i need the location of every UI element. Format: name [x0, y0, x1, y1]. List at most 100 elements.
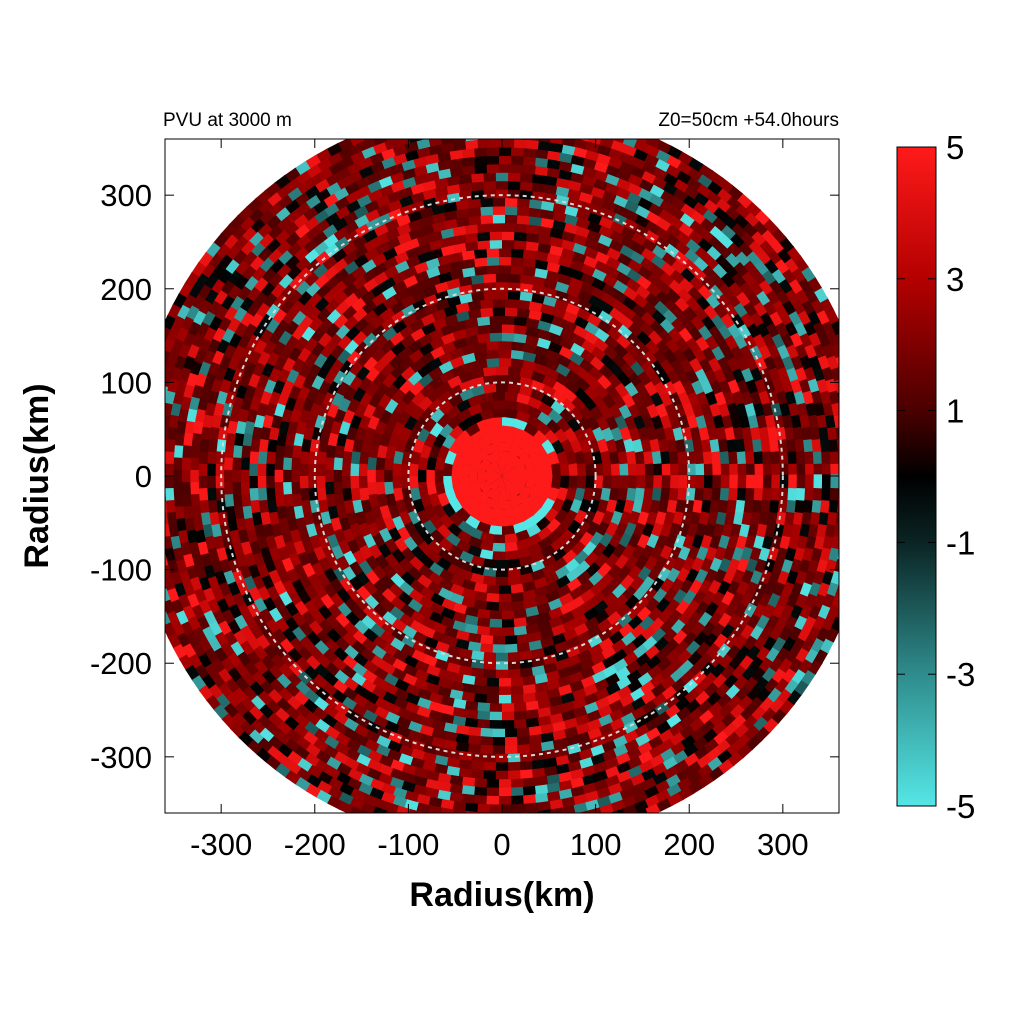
- pv-cell: [548, 235, 564, 248]
- pv-cell: [539, 217, 555, 229]
- pv-cell: [610, 475, 621, 489]
- pv-cell: [401, 265, 418, 280]
- pv-cell: [343, 499, 355, 515]
- pv-cell: [552, 556, 569, 572]
- pv-cell: [594, 552, 610, 569]
- pv-cell: [767, 425, 778, 441]
- pv-cell: [448, 260, 464, 272]
- pv-cell: [470, 282, 485, 294]
- pv-cell: [215, 488, 226, 503]
- pv-cell: [337, 539, 352, 556]
- pv-cell: [534, 673, 550, 685]
- pv-cell: [447, 554, 463, 569]
- pv-cell: [457, 370, 473, 384]
- pv-cell: [333, 457, 343, 471]
- pv-cell: [582, 395, 598, 411]
- pv-cell: [546, 518, 562, 534]
- pv-cell: [436, 524, 452, 540]
- pv-cell: [498, 491, 513, 502]
- pv-cell: [630, 391, 646, 408]
- pv-cell: [326, 380, 341, 397]
- pv-cell: [690, 379, 705, 395]
- pv-cell: [510, 349, 524, 360]
- pv-cell: [437, 351, 453, 365]
- pv-cell: [619, 475, 629, 489]
- pv-cell: [821, 486, 831, 501]
- pv-cell: [552, 737, 568, 750]
- pv-cell: [687, 544, 701, 561]
- pv-cell: [307, 573, 322, 590]
- pv-cell: [233, 432, 245, 448]
- pv-cell: [643, 380, 659, 397]
- pv-cell: [358, 487, 370, 502]
- pv-cell: [552, 720, 568, 733]
- pv-cell: [736, 378, 750, 394]
- pv-cell: [504, 408, 518, 419]
- pv-cell: [501, 416, 516, 427]
- x-tick-label: 200: [663, 827, 715, 862]
- pv-cell: [449, 680, 465, 692]
- pv-cell: [641, 544, 655, 560]
- pv-cell: [329, 592, 345, 609]
- pv-cell: [436, 262, 452, 275]
- pv-cell: [346, 539, 361, 555]
- pv-cell: [466, 215, 482, 226]
- pv-cell: [300, 499, 312, 515]
- pv-cell: [608, 220, 625, 234]
- pv-cell: [619, 462, 629, 476]
- pv-cell: [562, 387, 578, 403]
- pv-cell: [257, 463, 267, 478]
- pv-cell: [330, 545, 345, 561]
- pv-cell: [299, 463, 309, 477]
- pv-cell: [523, 515, 540, 530]
- pv-cell: [463, 325, 479, 338]
- pv-cell: [448, 346, 465, 360]
- pv-cell: [225, 506, 236, 521]
- pv-cell: [375, 469, 385, 483]
- pv-cell: [611, 352, 627, 369]
- pv-cell: [341, 487, 353, 502]
- pv-cell: [750, 510, 762, 526]
- pv-cell: [307, 463, 317, 477]
- pv-cell: [446, 662, 462, 675]
- pv-cell: [518, 450, 534, 466]
- pv-cell: [653, 475, 663, 489]
- pv-cell: [412, 640, 428, 654]
- pv-cell: [627, 678, 644, 694]
- pv-cell: [474, 693, 489, 704]
- y-tick-label: 100: [100, 365, 152, 400]
- pv-cell: [392, 487, 404, 502]
- pv-cell: [583, 426, 597, 442]
- pv-cell: [504, 298, 518, 309]
- pv-cell: [326, 403, 340, 419]
- pv-cell: [265, 463, 275, 478]
- pv-cell: [633, 643, 650, 659]
- pv-cell: [498, 349, 512, 359]
- pv-cell: [238, 564, 252, 581]
- pv-cell: [524, 240, 539, 252]
- pv-cell: [372, 223, 389, 238]
- pv-cell: [522, 342, 537, 354]
- pv-cell: [531, 647, 546, 660]
- pv-cell: [470, 291, 485, 302]
- pv-cell: [705, 545, 719, 562]
- pv-cell: [290, 357, 305, 374]
- pv-cell: [390, 270, 407, 285]
- pv-cell: [636, 402, 651, 418]
- pv-cell: [641, 413, 655, 430]
- colorbar-tick-label: 5: [946, 129, 964, 166]
- pv-cell: [342, 686, 359, 702]
- pv-cell: [351, 438, 364, 454]
- pv-cell: [492, 728, 507, 738]
- pv-cell: [627, 564, 643, 581]
- pv-cell: [482, 189, 496, 199]
- pv-cell: [467, 495, 483, 511]
- pv-cell: [551, 210, 567, 223]
- pv-cell: [379, 362, 395, 379]
- pv-cell: [640, 310, 657, 326]
- pv-cell: [474, 795, 489, 805]
- pv-cell: [418, 382, 435, 398]
- pv-cell: [346, 397, 360, 414]
- pv-cell: [571, 395, 587, 411]
- pv-cell: [428, 422, 444, 438]
